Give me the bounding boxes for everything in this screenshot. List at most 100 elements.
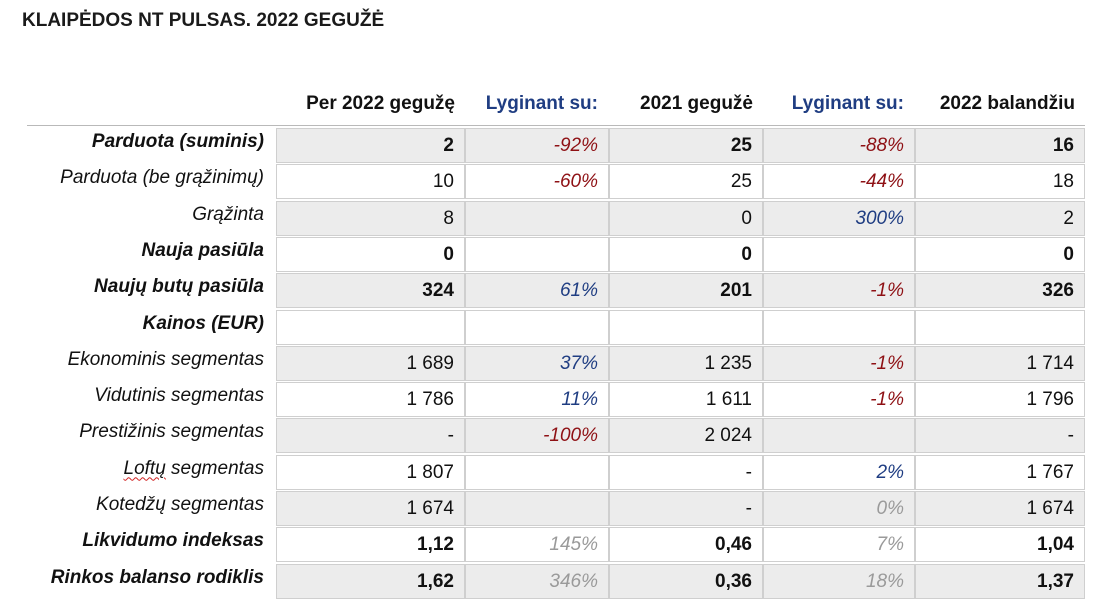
change-vs-prev-month: [763, 309, 915, 345]
row-label: Loftų segmentas: [124, 453, 265, 489]
change-vs-prev-month: 0%: [763, 491, 915, 526]
value-prev-month: 326: [915, 273, 1085, 309]
row-label: Likvidumo indeksas: [82, 530, 264, 552]
change-vs-prev-month: [763, 418, 915, 454]
change-vs-prev-month: -1%: [763, 273, 915, 309]
value-current: 10: [276, 164, 465, 200]
table-row: Naujų butų pasiūla 324 61% 201 -1% 326: [0, 271, 1101, 309]
value-current: [276, 309, 465, 345]
table-row: Parduota (be grąžinimų) 10 -60% 25 -44% 18: [0, 162, 1101, 200]
row-label: Rinkos balanso rodiklis: [50, 566, 264, 588]
change-vs-prev-month: -1%: [763, 382, 915, 418]
value-last-year: 0,46: [609, 527, 763, 563]
change-vs-last-year: [465, 309, 609, 345]
value-prev-month: 16: [915, 128, 1085, 163]
header-divider: [27, 125, 1085, 126]
change-vs-last-year: -100%: [465, 418, 609, 454]
table-row: Kainos (EUR): [0, 308, 1101, 345]
value-current: 0: [276, 236, 465, 272]
change-vs-last-year: -60%: [465, 164, 609, 200]
value-prev-month: -: [915, 418, 1085, 454]
table-row: Likvidumo indeksas 1,12 145% 0,46 7% 1,04: [0, 525, 1101, 563]
value-prev-month: 1 714: [915, 345, 1085, 381]
header-current-month: Per 2022 gegužę: [306, 93, 455, 114]
change-vs-last-year: [465, 200, 609, 236]
header-previous-month: 2022 balandžiu: [939, 93, 1075, 114]
value-last-year: -: [609, 491, 763, 526]
row-label: Grąžinta: [192, 203, 264, 225]
change-vs-prev-month: 18%: [763, 563, 915, 599]
change-vs-prev-month: [763, 236, 915, 272]
table-row: Kotedžų segmentas 1 674-0% 1 674: [0, 489, 1101, 526]
value-current: 8: [276, 200, 465, 236]
table-row: Rinkos balanso rodiklis 1,62 346% 0,36 18% 1,…: [0, 562, 1101, 599]
change-vs-last-year: 37%: [465, 345, 609, 381]
value-last-year: 0,36: [609, 563, 763, 599]
change-vs-prev-month: 2%: [763, 454, 915, 490]
value-current: 1 786: [276, 382, 465, 418]
value-prev-month: 0: [915, 236, 1085, 272]
table-row: Loftų segmentas 1 807 -2% 1 767: [0, 453, 1101, 490]
table-row: Nauja pasiūla 0 0 0: [0, 235, 1101, 272]
value-prev-month: 1 674: [915, 491, 1085, 526]
change-vs-last-year: 61%: [465, 273, 609, 309]
table-header: Per 2022 gegužę Lyginant su: 2021 gegužė…: [0, 92, 1101, 116]
change-vs-last-year: -92%: [465, 128, 609, 163]
value-current: 1 689: [276, 345, 465, 381]
spellcheck-word: Loftų: [123, 457, 166, 479]
value-last-year: 25: [609, 128, 763, 163]
row-label: Naujų butų pasiūla: [94, 276, 264, 298]
value-last-year: 1 235: [609, 345, 763, 381]
value-last-year: [609, 309, 763, 345]
table-row: Grąžinta 8 0 300% 2: [0, 199, 1101, 236]
row-label: Kainos (EUR): [142, 312, 264, 334]
value-current: 1 807: [276, 454, 465, 490]
row-label: Vidutinis segmentas: [94, 385, 264, 407]
page-title: KLAIPĖDOS NT PULSAS. 2022 GEGUŽĖ: [22, 10, 385, 31]
change-vs-prev-month: -44%: [763, 164, 915, 200]
value-current: 1,12: [276, 527, 465, 563]
change-vs-prev-month: -88%: [763, 128, 915, 163]
value-current: 324: [276, 273, 465, 309]
value-current: 2: [276, 128, 465, 163]
row-label: Prestižinis segmentas: [79, 421, 264, 443]
value-last-year: 25: [609, 164, 763, 200]
value-current: 1 674: [276, 491, 465, 526]
value-prev-month: 1,04: [915, 527, 1085, 563]
value-prev-month: 2: [915, 200, 1085, 236]
change-vs-prev-month: -1%: [763, 345, 915, 381]
row-label: Parduota (be grąžinimų): [60, 167, 264, 189]
value-last-year: 201: [609, 273, 763, 309]
value-last-year: 2 024: [609, 418, 763, 454]
value-last-year: 0: [609, 236, 763, 272]
value-prev-month: 1 767: [915, 454, 1085, 490]
table-row: Ekonominis segmentas 1 689 37% 1 235 -1% 1 71…: [0, 344, 1101, 381]
change-vs-prev-month: 300%: [763, 200, 915, 236]
table-row: Prestižinis segmentas - -100% 2 024-: [0, 416, 1101, 454]
value-last-year: 0: [609, 200, 763, 236]
label-rest: segmentas: [165, 457, 264, 479]
value-prev-month: 1 796: [915, 382, 1085, 418]
change-vs-last-year: [465, 491, 609, 526]
change-vs-prev-month: 7%: [763, 527, 915, 563]
value-prev-month: 1,37: [915, 563, 1085, 599]
change-vs-last-year: 346%: [465, 563, 609, 599]
row-label: Nauja pasiūla: [141, 239, 265, 261]
row-label: Kotedžų segmentas: [96, 494, 264, 515]
change-vs-last-year: 11%: [465, 382, 609, 418]
value-current: 1,62: [276, 563, 465, 599]
value-prev-month: [915, 309, 1085, 345]
change-vs-last-year: 145%: [465, 527, 609, 563]
row-label: Ekonominis segmentas: [67, 348, 264, 370]
change-vs-last-year: [465, 454, 609, 490]
header-compare-2: Lyginant su:: [791, 93, 904, 114]
table-row: Vidutinis segmentas 1 786 11% 1 611 -1% 1 796: [0, 380, 1101, 418]
header-last-year: 2021 gegužė: [640, 93, 753, 114]
value-current: -: [276, 418, 465, 454]
row-label: Parduota (suminis): [91, 131, 264, 152]
table-row: Parduota (suminis) 2 -92% 25 -88% 16: [0, 126, 1101, 163]
value-last-year: 1 611: [609, 382, 763, 418]
value-last-year: -: [609, 454, 763, 490]
value-prev-month: 18: [915, 164, 1085, 200]
header-compare-1: Lyginant su:: [485, 93, 598, 114]
